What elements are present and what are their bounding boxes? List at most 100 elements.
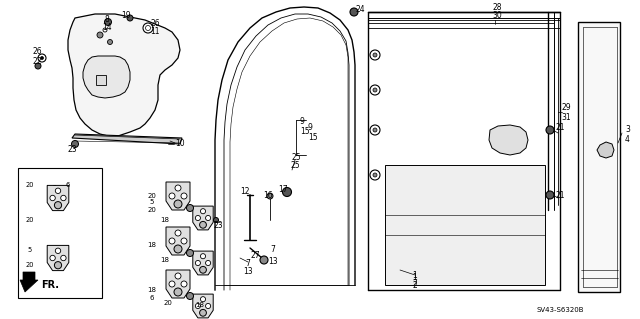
Circle shape bbox=[104, 19, 111, 26]
Circle shape bbox=[370, 50, 380, 60]
Circle shape bbox=[205, 303, 211, 308]
Text: 9: 9 bbox=[300, 117, 305, 127]
Circle shape bbox=[169, 281, 175, 287]
Text: 18: 18 bbox=[195, 302, 205, 308]
Polygon shape bbox=[193, 251, 213, 275]
Circle shape bbox=[195, 215, 200, 220]
Text: 20: 20 bbox=[26, 217, 35, 223]
Text: 16: 16 bbox=[263, 190, 273, 199]
Text: 20: 20 bbox=[148, 207, 156, 213]
Text: 20: 20 bbox=[148, 193, 156, 199]
Text: 18: 18 bbox=[161, 257, 170, 263]
Circle shape bbox=[370, 125, 380, 135]
Polygon shape bbox=[83, 56, 130, 98]
Text: SV43-S6320B: SV43-S6320B bbox=[536, 307, 584, 313]
Circle shape bbox=[181, 193, 187, 199]
Polygon shape bbox=[166, 227, 190, 255]
Circle shape bbox=[61, 195, 66, 201]
Circle shape bbox=[186, 204, 193, 211]
Circle shape bbox=[175, 230, 181, 236]
Polygon shape bbox=[578, 22, 620, 292]
Circle shape bbox=[61, 255, 66, 261]
Circle shape bbox=[175, 185, 181, 191]
Text: 2: 2 bbox=[413, 281, 417, 291]
Circle shape bbox=[38, 54, 46, 62]
Circle shape bbox=[54, 262, 61, 269]
Text: 7: 7 bbox=[246, 259, 250, 269]
Polygon shape bbox=[47, 185, 69, 211]
Circle shape bbox=[127, 15, 133, 21]
Circle shape bbox=[186, 293, 193, 300]
Circle shape bbox=[181, 238, 187, 244]
Circle shape bbox=[205, 260, 211, 265]
Circle shape bbox=[373, 173, 377, 177]
Circle shape bbox=[373, 88, 377, 92]
Text: 21: 21 bbox=[555, 123, 564, 132]
Text: 3: 3 bbox=[625, 125, 630, 135]
Text: 20: 20 bbox=[26, 182, 35, 188]
Text: 1: 1 bbox=[413, 271, 417, 279]
Circle shape bbox=[181, 281, 187, 287]
Polygon shape bbox=[489, 125, 528, 155]
Text: 26: 26 bbox=[150, 19, 160, 28]
Circle shape bbox=[50, 195, 55, 201]
Text: 6: 6 bbox=[150, 295, 154, 301]
Text: 11: 11 bbox=[150, 27, 160, 36]
Text: 9: 9 bbox=[308, 123, 313, 132]
Circle shape bbox=[200, 254, 205, 259]
Polygon shape bbox=[68, 14, 180, 136]
Circle shape bbox=[72, 140, 79, 147]
Text: 5: 5 bbox=[150, 199, 154, 205]
Polygon shape bbox=[20, 272, 38, 292]
Text: 7: 7 bbox=[271, 246, 275, 255]
Circle shape bbox=[186, 249, 193, 256]
Text: 24: 24 bbox=[356, 5, 365, 14]
Text: 25: 25 bbox=[291, 153, 301, 162]
Text: FR.: FR. bbox=[41, 280, 59, 290]
Text: 26: 26 bbox=[32, 48, 42, 56]
Circle shape bbox=[108, 40, 113, 44]
Circle shape bbox=[55, 248, 61, 254]
Text: 31: 31 bbox=[561, 114, 571, 122]
Text: 18: 18 bbox=[147, 242, 157, 248]
Text: –: – bbox=[52, 182, 56, 188]
Circle shape bbox=[373, 53, 377, 57]
Text: 30: 30 bbox=[492, 11, 502, 20]
Circle shape bbox=[546, 191, 554, 199]
Circle shape bbox=[200, 266, 206, 273]
Text: 23: 23 bbox=[67, 145, 77, 154]
Circle shape bbox=[260, 256, 268, 264]
Circle shape bbox=[195, 303, 200, 308]
Circle shape bbox=[546, 126, 554, 134]
Polygon shape bbox=[96, 75, 106, 85]
Circle shape bbox=[174, 288, 182, 296]
Text: 19: 19 bbox=[121, 11, 131, 20]
Circle shape bbox=[195, 260, 200, 265]
Polygon shape bbox=[47, 245, 69, 271]
Circle shape bbox=[370, 170, 380, 180]
Circle shape bbox=[200, 221, 206, 228]
Circle shape bbox=[175, 273, 181, 279]
Circle shape bbox=[205, 215, 211, 220]
Text: 25: 25 bbox=[290, 160, 300, 169]
Text: 18: 18 bbox=[161, 217, 170, 223]
Circle shape bbox=[200, 209, 205, 214]
Text: 29: 29 bbox=[561, 103, 571, 113]
Circle shape bbox=[97, 32, 103, 38]
Text: 15: 15 bbox=[300, 128, 310, 137]
Text: 4: 4 bbox=[625, 136, 630, 145]
Circle shape bbox=[103, 28, 107, 32]
Circle shape bbox=[169, 238, 175, 244]
Text: 28: 28 bbox=[492, 4, 502, 12]
Circle shape bbox=[145, 26, 150, 31]
Polygon shape bbox=[385, 165, 545, 285]
Circle shape bbox=[373, 128, 377, 132]
Polygon shape bbox=[193, 206, 213, 230]
Circle shape bbox=[350, 8, 358, 16]
Circle shape bbox=[169, 193, 175, 199]
Text: 6: 6 bbox=[66, 182, 70, 188]
Polygon shape bbox=[72, 134, 182, 144]
Text: 20: 20 bbox=[26, 262, 35, 268]
Circle shape bbox=[370, 85, 380, 95]
Text: 18: 18 bbox=[147, 287, 157, 293]
